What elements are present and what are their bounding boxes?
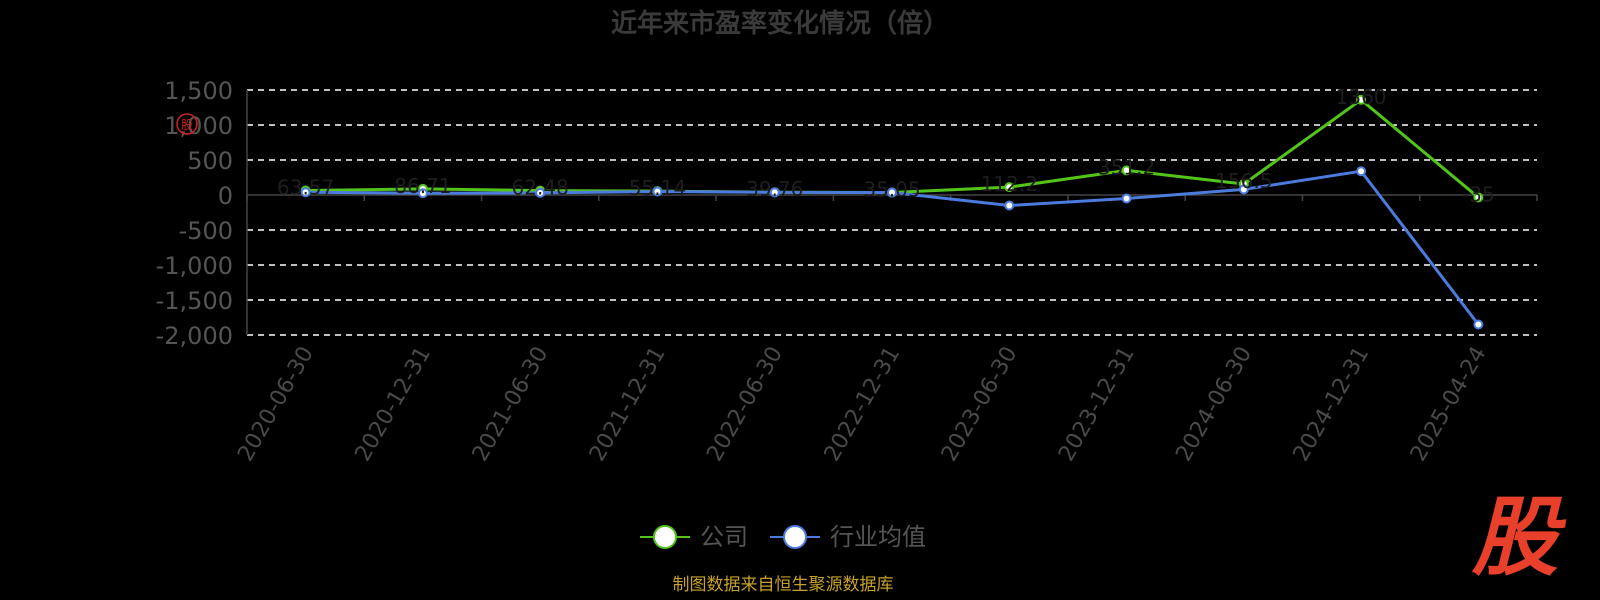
x-axis: 2020-06-30 2020-12-31 2021-06-30 2021-12-31… xyxy=(233,195,1538,466)
legend-label[interactable]: 行业均值 xyxy=(830,523,926,551)
x-tick-label: 2024-12-31 xyxy=(1289,343,1375,466)
series-point-1[interactable] xyxy=(1004,200,1015,211)
data-label: 39.76 xyxy=(746,177,803,201)
series-point-1[interactable] xyxy=(652,186,663,197)
series-lines xyxy=(300,94,1484,330)
data-label: 351.2 xyxy=(1098,155,1155,179)
stamp-icon: 股 xyxy=(176,113,198,135)
svg-text:股: 股 xyxy=(181,118,193,132)
data-label: 55.14 xyxy=(629,176,686,200)
y-tick-label: -2,000 xyxy=(156,322,233,350)
legend[interactable]: 公司 行业均值 xyxy=(640,523,926,551)
series-point-1[interactable] xyxy=(769,187,780,198)
x-tick-label: 2021-06-30 xyxy=(468,343,554,466)
data-label: 63.57 xyxy=(277,176,334,200)
series-point-1[interactable] xyxy=(417,188,428,199)
y-tick-label: 1,000 xyxy=(164,112,233,140)
x-tick-label: 2022-06-30 xyxy=(702,343,788,466)
series-point-0[interactable] xyxy=(1473,192,1484,203)
series-point-1[interactable] xyxy=(1121,193,1132,204)
series-point-0[interactable] xyxy=(1004,182,1015,193)
legend-label[interactable]: 公司 xyxy=(700,523,748,551)
y-axis: 1,500 1,000 500 0 -500 -1,000 -1,500 -2,000 xyxy=(156,77,248,350)
data-label: -35 xyxy=(1462,182,1495,206)
source-note: 制图数据来自恒生聚源数据库 xyxy=(673,575,894,595)
data-label: 1360 xyxy=(1336,85,1387,109)
series-point-1[interactable] xyxy=(535,187,546,198)
y-tick-label: 0 xyxy=(218,182,233,210)
legend-swatch-marker[interactable] xyxy=(653,525,677,549)
data-label: 156.5 xyxy=(1215,169,1272,193)
data-label: 86.71 xyxy=(394,174,451,198)
x-tick-label: 2024-06-30 xyxy=(1171,343,1257,466)
grid-lines xyxy=(247,89,1537,336)
series-point-1[interactable] xyxy=(1356,166,1367,177)
series-point-0[interactable] xyxy=(1121,165,1132,176)
data-label: 35.05 xyxy=(863,178,920,202)
y-tick-label: 1,500 xyxy=(164,77,233,105)
x-tick-label: 2023-06-30 xyxy=(937,343,1023,466)
x-tick-label: 2025-04-24 xyxy=(1406,343,1492,466)
y-tick-label: 500 xyxy=(187,147,233,175)
watermark-logo: 股 xyxy=(1471,488,1567,588)
data-labels: 63.57 86.71 62.48 55.14 39.76 35.05 112.2 351.2… xyxy=(277,85,1495,207)
y-tick-label: -1,000 xyxy=(156,252,233,280)
x-tick-label: 2023-12-31 xyxy=(1054,343,1140,466)
series-point-0[interactable] xyxy=(1356,94,1367,105)
data-label: 112.2 xyxy=(981,172,1038,196)
chart-title: 近年来市盈率变化情况（倍） xyxy=(611,8,949,39)
y-tick-label: -500 xyxy=(179,217,233,245)
x-tick-label: 2020-06-30 xyxy=(233,343,319,466)
x-tick-label: 2021-12-31 xyxy=(585,343,671,466)
x-tick-label: 2022-12-31 xyxy=(820,343,906,466)
legend-swatch-marker[interactable] xyxy=(783,525,807,549)
data-label: 62.48 xyxy=(512,176,569,200)
series-point-1[interactable] xyxy=(1238,184,1249,195)
x-tick-label: 2020-12-31 xyxy=(351,342,437,465)
y-tick-label: -1,500 xyxy=(156,287,233,315)
series-point-1[interactable] xyxy=(1473,319,1484,330)
series-point-1[interactable] xyxy=(300,187,311,198)
series-point-1[interactable] xyxy=(887,187,897,198)
